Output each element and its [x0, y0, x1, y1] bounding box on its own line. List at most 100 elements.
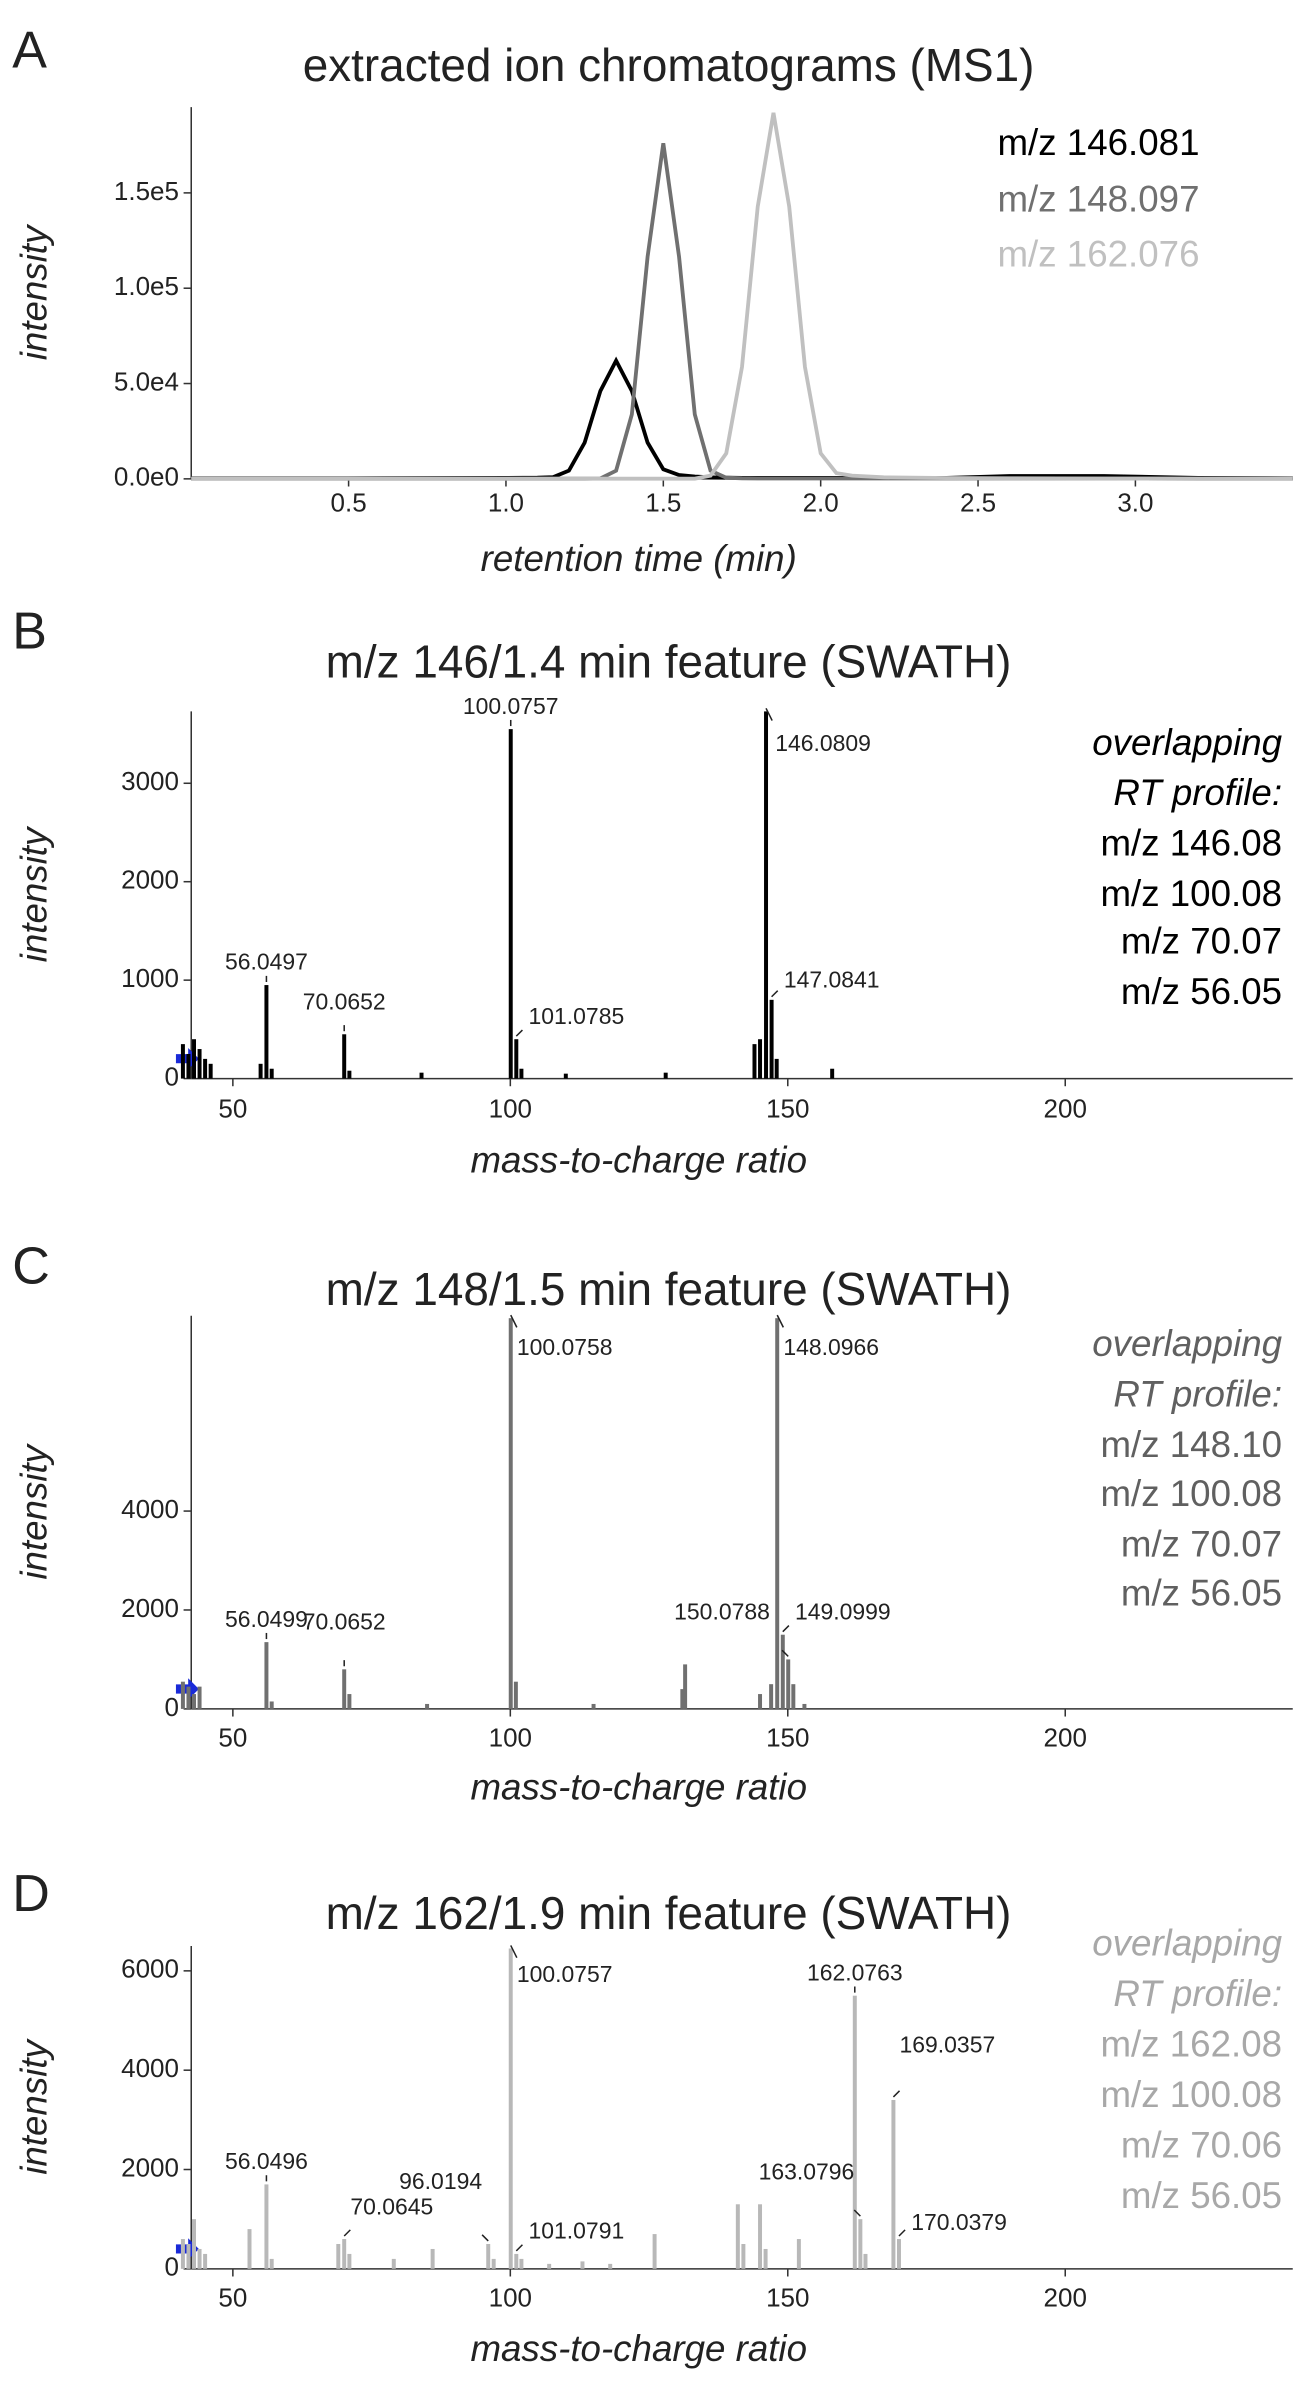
note-line: overlapping	[1092, 1923, 1282, 1964]
peak-label: 150.0788	[674, 1599, 770, 1625]
label-leader	[892, 2090, 901, 2098]
panel-letter: C	[12, 1238, 50, 1296]
peak-label: 101.0791	[529, 2218, 625, 2244]
peak-label: 147.0841	[784, 967, 880, 993]
peak-bar	[735, 2204, 740, 2269]
peak-bar	[347, 2253, 352, 2269]
peak-bar	[514, 2253, 519, 2269]
y-tick-label: 4000	[121, 2053, 179, 2083]
label-leader	[771, 990, 779, 998]
peak-bar	[258, 1063, 263, 1079]
label-leader	[510, 1314, 518, 1328]
peak-bar	[802, 1703, 807, 1709]
y-tick-label: 2000	[121, 865, 179, 895]
peak-bar	[208, 1063, 213, 1079]
x-tick-label: 200	[1044, 1094, 1087, 1124]
peak-bar	[775, 1318, 780, 1709]
y-tick-label: 6000	[121, 1954, 179, 1984]
chart-title: extracted ion chromatograms (MS1)	[303, 39, 1035, 91]
peak-bar	[858, 2219, 863, 2269]
panel-letter: B	[12, 603, 47, 661]
peak-bar	[683, 1664, 688, 1709]
peak-label: 162.0763	[807, 1959, 903, 1985]
peak-label: 101.0785	[529, 1003, 625, 1029]
peak-bar	[491, 2258, 496, 2269]
peak-bar	[758, 1694, 763, 1709]
note-line: m/z 56.05	[1121, 2175, 1282, 2216]
y-axis-label: intensity	[13, 223, 54, 360]
peak-bar	[508, 1948, 513, 2269]
peak-bar	[513, 1681, 518, 1709]
peak-bar	[486, 2244, 491, 2269]
peak-label: 100.0758	[517, 1334, 613, 1360]
x-tick-label: 150	[766, 1094, 809, 1124]
label-leader	[515, 2244, 523, 2252]
peak-bar	[186, 2244, 191, 2269]
y-tick-label: 0.0e0	[114, 462, 179, 492]
peak-bar	[186, 1053, 191, 1079]
y-axis-label: intensity	[13, 2037, 54, 2174]
peak-bar	[347, 1694, 352, 1709]
label-leader	[515, 1029, 523, 1037]
legend-entry: m/z 148.097	[997, 179, 1199, 220]
peak-bar	[180, 2239, 185, 2269]
legend-entry: m/z 146.081	[997, 122, 1199, 163]
x-tick-label: 200	[1044, 1722, 1087, 1752]
note-line: m/z 70.07	[1121, 1523, 1282, 1564]
peak-bar	[780, 1634, 785, 1709]
x-axis-label: mass-to-charge ratio	[470, 1139, 807, 1180]
peak-bar	[764, 711, 769, 1079]
label-leader	[510, 1945, 518, 1959]
peak-bar	[758, 2204, 763, 2269]
peak-bar	[591, 1703, 596, 1709]
y-axis-label: intensity	[13, 1442, 54, 1579]
y-tick-label: 0	[165, 1692, 179, 1722]
peak-bar	[608, 2263, 613, 2269]
peak-label: 70.0645	[350, 2194, 433, 2220]
x-tick-label: 1.0	[488, 488, 524, 518]
peak-bar	[342, 2239, 347, 2269]
peak-label: 56.0499	[225, 1606, 308, 1632]
note-line: m/z 56.05	[1121, 1572, 1282, 1613]
peak-bar	[741, 2244, 746, 2269]
peak-bar	[580, 2261, 585, 2269]
peak-bar	[336, 2244, 341, 2269]
x-tick-label: 150	[766, 1722, 809, 1752]
peak-label: 70.0652	[303, 989, 386, 1015]
peak-bar	[180, 1044, 185, 1079]
peak-bar	[342, 1669, 347, 1709]
peak-bar	[786, 1659, 791, 1709]
peak-label: 56.0497	[225, 949, 308, 975]
y-tick-label: 2000	[121, 1593, 179, 1623]
peak-bar	[247, 2229, 252, 2269]
note-line: m/z 70.06	[1121, 2125, 1282, 2166]
label-leader	[781, 1649, 789, 1657]
note-line: RT profile:	[1113, 1973, 1282, 2014]
note-line: m/z 162.08	[1100, 2024, 1282, 2065]
y-tick-label: 1.5e5	[114, 176, 179, 206]
x-axis-label: mass-to-charge ratio	[470, 1767, 807, 1808]
peak-bar	[769, 1684, 774, 1709]
note-line: m/z 100.08	[1100, 2074, 1282, 2115]
peak-label: 163.0796	[759, 2158, 855, 2184]
peak-bar	[203, 2253, 208, 2269]
peak-label: 70.0652	[303, 1608, 386, 1634]
peak-bar	[269, 1701, 274, 1709]
x-tick-label: 200	[1044, 2282, 1087, 2312]
peak-bar	[264, 1642, 269, 1709]
peak-bar	[896, 2239, 901, 2269]
x-tick-label: 2.0	[803, 488, 839, 518]
label-leader	[481, 2234, 489, 2242]
peak-bar	[264, 985, 269, 1079]
peak-bar	[192, 1694, 197, 1709]
x-tick-label: 100	[489, 2282, 532, 2312]
peak-bar	[425, 1703, 430, 1709]
chart-title: m/z 146/1.4 min feature (SWATH)	[326, 636, 1012, 688]
peak-bar	[519, 1068, 524, 1079]
x-axis-label: retention time (min)	[481, 538, 797, 579]
note-line: m/z 56.05	[1121, 971, 1282, 1012]
label-leader	[343, 2229, 351, 2237]
peak-bar	[863, 2253, 868, 2269]
x-tick-label: 50	[218, 1094, 247, 1124]
y-tick-label: 3000	[121, 766, 179, 796]
